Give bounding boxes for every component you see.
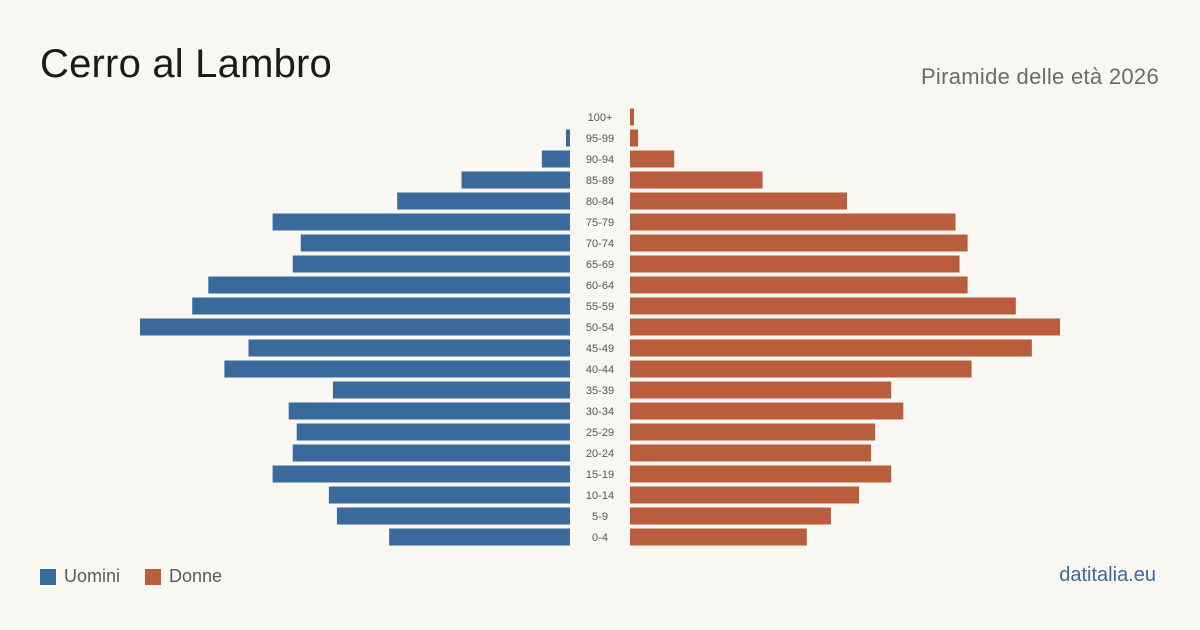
bar-women-45-49 — [630, 339, 1032, 357]
chart-subtitle: Piramide delle età 2026 — [920, 64, 1159, 89]
age-label-30-34: 30-34 — [586, 406, 614, 418]
bar-men-55-59 — [192, 297, 571, 315]
bar-men-80-84 — [397, 192, 570, 210]
legend: Uomini Donne — [40, 566, 247, 587]
age-label-90-94: 90-94 — [586, 154, 614, 166]
bar-women-50-54 — [630, 318, 1060, 336]
legend-item-women: Donne — [145, 566, 222, 587]
age-label-15-19: 15-19 — [586, 469, 614, 481]
bar-women-80-84 — [630, 192, 848, 210]
bar-men-35-39 — [332, 381, 570, 399]
bar-men-5-9 — [336, 507, 570, 525]
age-label-5-9: 5-9 — [592, 511, 608, 523]
age-label-0-4: 0-4 — [592, 532, 608, 544]
bar-men-25-29 — [296, 423, 570, 441]
age-label-25-29: 25-29 — [586, 427, 614, 439]
age-label-35-39: 35-39 — [586, 385, 614, 397]
source-link[interactable]: datitalia.eu — [1059, 564, 1156, 586]
bar-women-0-4 — [630, 528, 807, 546]
bar-women-100+ — [630, 108, 635, 126]
age-label-80-84: 80-84 — [586, 196, 614, 208]
bar-men-40-44 — [224, 360, 570, 378]
bar-women-25-29 — [630, 423, 876, 441]
bar-women-5-9 — [630, 507, 831, 525]
legend-swatch-men — [40, 568, 56, 585]
bar-women-30-34 — [630, 402, 904, 420]
bar-women-20-24 — [630, 444, 872, 462]
bar-men-20-24 — [292, 444, 570, 462]
age-label-50-54: 50-54 — [586, 322, 614, 334]
bar-women-55-59 — [630, 297, 1016, 315]
bar-women-85-89 — [630, 171, 763, 189]
age-label-85-89: 85-89 — [586, 175, 614, 187]
bar-men-85-89 — [461, 171, 570, 189]
legend-item-men: Uomini — [40, 566, 120, 587]
bar-women-90-94 — [630, 150, 675, 168]
age-label-10-14: 10-14 — [586, 490, 614, 502]
bar-women-95-99 — [630, 129, 639, 147]
legend-swatch-women — [145, 568, 162, 585]
age-label-60-64: 60-64 — [586, 280, 614, 292]
bar-women-35-39 — [630, 381, 892, 399]
age-label-95-99: 95-99 — [586, 133, 614, 145]
age-label-75-79: 75-79 — [586, 217, 614, 229]
legend-label-men: Uomini — [64, 566, 121, 586]
bar-women-15-19 — [630, 465, 892, 483]
age-label-40-44: 40-44 — [586, 364, 614, 376]
bar-men-15-19 — [272, 465, 570, 483]
bar-women-60-64 — [630, 276, 968, 294]
bar-women-65-69 — [630, 255, 960, 273]
bar-men-65-69 — [292, 255, 570, 273]
bar-women-70-74 — [630, 234, 968, 252]
bar-women-10-14 — [630, 486, 860, 504]
bar-men-70-74 — [300, 234, 570, 252]
bar-men-45-49 — [248, 339, 570, 357]
chart-title: Cerro al Lambro — [40, 42, 333, 86]
bar-men-10-14 — [328, 486, 570, 504]
bar-men-0-4 — [389, 528, 570, 546]
age-label-45-49: 45-49 — [586, 343, 614, 355]
age-label-65-69: 65-69 — [586, 259, 614, 271]
legend-label-women: Donne — [169, 566, 223, 586]
bar-men-95-99 — [565, 129, 570, 147]
age-label-100+: 100+ — [588, 112, 613, 124]
population-pyramid-chart: 100+ 95-99 90-94 85-89 80-84 75-79 70-74 65-69 6… — [140, 108, 1060, 546]
age-label-55-59: 55-59 — [586, 301, 614, 313]
bar-women-75-79 — [630, 213, 956, 231]
age-label-20-24: 20-24 — [586, 448, 614, 460]
bar-men-60-64 — [208, 276, 571, 294]
bar-women-40-44 — [630, 360, 972, 378]
bar-men-90-94 — [541, 150, 570, 168]
age-label-70-74: 70-74 — [586, 238, 614, 250]
bar-men-50-54 — [140, 318, 570, 336]
bar-men-75-79 — [272, 213, 570, 231]
bar-men-30-34 — [288, 402, 570, 420]
